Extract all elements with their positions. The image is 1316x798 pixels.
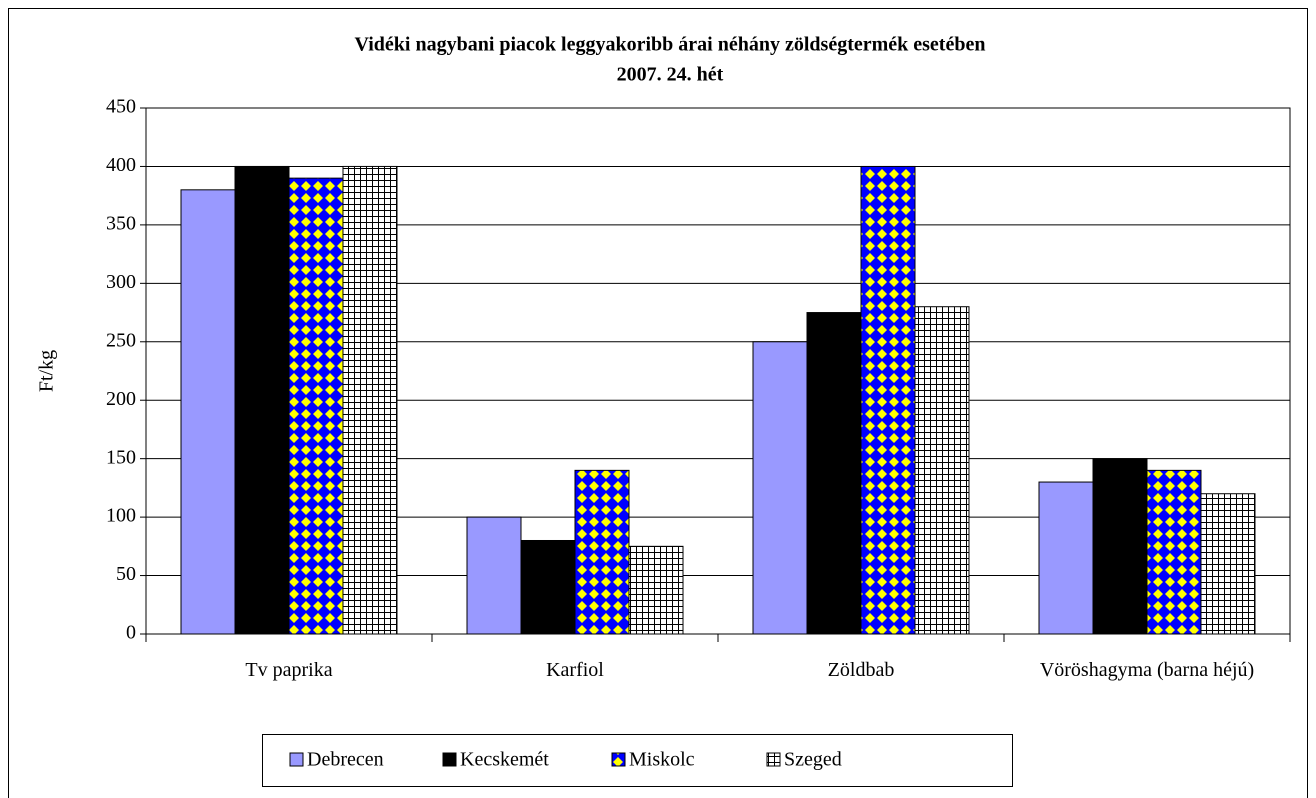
bar	[520, 539, 576, 635]
y-tick-label: 350	[106, 212, 136, 234]
y-tick-label: 150	[106, 446, 136, 468]
bar	[180, 189, 236, 635]
legend-swatch	[289, 752, 304, 767]
y-tick-label: 450	[106, 96, 136, 118]
chart-title: Vidéki nagybani piacok leggyakoribb árai…	[355, 34, 986, 56]
x-tick-label: Vöröshagyma (barna héjú)	[1039, 659, 1255, 681]
y-axis-label: Ft/kg	[36, 350, 58, 392]
y-tick-label: 300	[106, 271, 136, 293]
bar	[860, 165, 916, 635]
bar	[234, 165, 290, 635]
bar	[288, 177, 344, 635]
bar	[1200, 493, 1256, 635]
y-tick-label: 100	[106, 505, 136, 527]
bar	[806, 312, 862, 635]
legend-swatch	[611, 752, 626, 767]
legend-label: Kecskemét	[460, 749, 549, 771]
y-tick-label: 250	[106, 329, 136, 351]
x-tick-label: Tv paprika	[245, 659, 333, 681]
y-tick-label: 400	[106, 154, 136, 176]
plot-border	[145, 107, 1291, 635]
legend-label: Szeged	[784, 749, 842, 771]
bar	[1146, 469, 1202, 635]
x-tick-label-box: Karfiol	[546, 659, 604, 681]
bar	[752, 341, 808, 635]
bar	[1038, 481, 1094, 635]
legend-label: Miskolc	[629, 749, 695, 771]
bar	[342, 165, 398, 635]
x-tick-label: Zöldbab	[827, 659, 895, 681]
legend-swatch	[442, 752, 457, 767]
y-tick-label: 0	[126, 622, 136, 644]
legend-swatch	[766, 752, 781, 767]
bar	[914, 306, 970, 635]
bar	[628, 545, 684, 635]
bar	[574, 469, 630, 635]
bar	[1092, 458, 1148, 635]
legend-label: Debrecen	[307, 749, 384, 771]
bar	[466, 516, 522, 635]
frame	[8, 8, 1308, 798]
x-tick-label: Karfiol	[546, 659, 604, 681]
x-tick-label-box: Vöröshagyma (barna héjú)	[1039, 659, 1255, 681]
chart-subtitle: 2007. 24. hét	[617, 64, 724, 86]
legend-box	[262, 734, 1013, 787]
x-tick-label-box: Zöldbab	[827, 659, 895, 681]
x-tick-label-box: Tv paprika	[245, 659, 333, 681]
y-tick-label: 50	[116, 563, 136, 585]
y-tick-label: 200	[106, 388, 136, 410]
